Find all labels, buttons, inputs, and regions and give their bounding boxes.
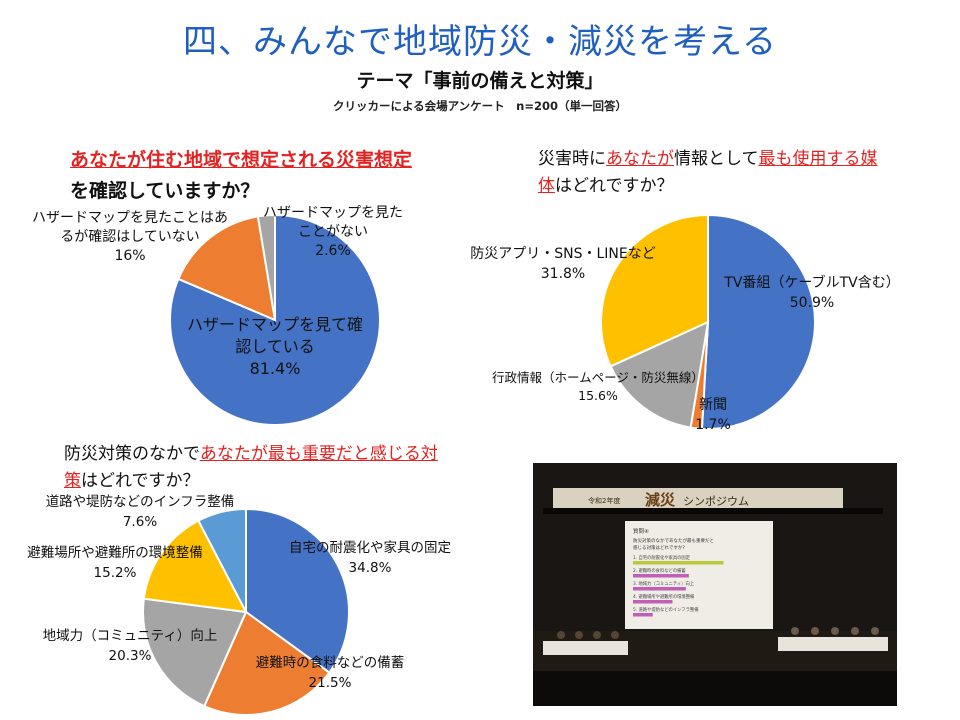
- screen-option-bar-3: [633, 587, 686, 591]
- screen-option-2: 2. 避難時の食料などの備蓄: [633, 567, 686, 574]
- question-3: 防災対策のなかであなたが最も重要だと感じる対策はどれですか？: [64, 441, 444, 495]
- pie-2-label-4: 防災アプリ・SNS・LINEなど 31.8%: [470, 246, 656, 282]
- pie-2-slice-3: [609, 320, 710, 429]
- pie-1-slice-2: [177, 215, 277, 322]
- screen-heading: 質問④: [633, 527, 649, 535]
- pie-chart-3: 自宅の耐震化や家具の固定 34.8% 避難時の食料などの備蓄 21.5% 地域力（コミュ…: [27, 494, 451, 716]
- pie-3-label-2: 避難時の食料などの備蓄 21.5%: [256, 654, 405, 691]
- pie-3-slice-3: [142, 597, 248, 708]
- screen-option-3: 3. 地域力（コミュニティ）向上: [633, 580, 695, 587]
- question-2-highlight-1: あなたが: [606, 149, 674, 169]
- question-3-pre: 防災対策のなかで: [64, 444, 200, 464]
- screen-question-1: 防災対策のなかであなたが最も重要だと: [633, 537, 714, 544]
- pie-3-slice-1: [245, 507, 350, 674]
- pie-2-label-3: 行政情報（ホームページ・防災無線） 15.6%: [492, 370, 704, 403]
- screen-option-bar-2: [633, 574, 689, 578]
- page-subtitle: テーマ「事前の備えと対策」: [356, 70, 604, 92]
- pie-3-slice-4: [142, 519, 248, 614]
- banner-main: 減災: [645, 491, 676, 509]
- screen-option-4: 4. 避難場所や避難所の環境整備: [633, 593, 695, 600]
- page-title: 四、みんなで地域防災・減災を考える: [183, 22, 777, 62]
- question-1-highlight: あなたが住む地域で想定される災害想定: [70, 149, 413, 171]
- screen-option-bar-5: [633, 613, 653, 617]
- screen-option-5: 5. 道路や堤防などのインフラ整備: [633, 606, 699, 613]
- pie-1-label-2: ハザードマップを見たことはあるが確認はしていない 16%: [32, 210, 228, 264]
- survey-note: クリッカーによる会場アンケート n=200（単一回答）: [332, 99, 628, 113]
- event-photo-image: 令和2年度 減災 シンポジウム 質問④ 防災対策のなかであなたが最も重要だと 感…: [533, 463, 897, 706]
- question-1: あなたが住む地域で想定される災害想定を確認していますか？: [70, 145, 430, 207]
- screen-options: 1. 自宅の耐震化や家具の固定 2. 避難時の食料などの備蓄 3. 地域力（コミュニ…: [633, 554, 724, 617]
- question-3-highlight-1: あなたが: [199, 444, 268, 464]
- question-2-highlight-2: 最も使用する媒体: [538, 149, 878, 196]
- screen-option-1: 1. 自宅の耐震化や家具の固定: [633, 554, 691, 561]
- left-table: [543, 641, 628, 655]
- question-2-post: はどれですか？: [555, 176, 674, 196]
- event-photo: 令和2年度 減災 シンポジウム 質問④ 防災対策のなかであなたが最も重要だと 感…: [533, 463, 897, 706]
- pie-chart-2: TV番組（ケーブルTV含む） 50.9% 新聞 1.7%行政情報（ホームページ・防災無…: [470, 213, 900, 433]
- pie-3-label-1: 自宅の耐震化や家具の固定 34.8%: [289, 539, 451, 576]
- pie-3-label-3: 地域力（コミュニティ）向上 20.3%: [43, 628, 218, 664]
- question-1-rest: を確認していますか？: [70, 180, 260, 202]
- pie-3-label-5: 道路や堤防などのインフラ整備 7.6%: [46, 494, 235, 530]
- screen-question-2: 感じる対策はどれですか？: [633, 544, 687, 551]
- question-3-highlight-2: 最も重要だと感じる対策: [64, 444, 438, 491]
- pie-1-label-1: ハザードマップを見て確認している 81.4%: [187, 315, 363, 378]
- pie-1-slice-3: [256, 213, 276, 321]
- banner-sub: シンポジウム: [683, 495, 749, 508]
- question-2: 災害時にあなたが情報として最も使用する媒体はどれですか？: [538, 146, 888, 200]
- pie-2-slice-4: [600, 213, 709, 368]
- screen-option-bar-1: [633, 561, 724, 565]
- question-2-mid: 情報として: [674, 149, 759, 169]
- pie-2-label-1: TV番組（ケーブルTV含む） 50.9%: [723, 274, 899, 311]
- pie-3-slice-5: [197, 507, 247, 613]
- banner-year: 令和2年度: [588, 496, 620, 505]
- question-2-pre: 災害時に: [538, 149, 606, 169]
- pie-2-label-2: 新聞 1.7%: [695, 397, 731, 433]
- pie-2-slice-1: [700, 213, 816, 430]
- question-3-post: はどれですか？: [81, 471, 200, 491]
- pie-1-label-3: ハザードマップを見たことがない 2.6%: [263, 205, 403, 259]
- banner: [553, 488, 843, 508]
- pie-1-slice-1: [169, 213, 381, 426]
- pie-3-label-4: 避難場所や避難所の環境整備 15.2%: [27, 545, 203, 581]
- screen-option-bar-4: [633, 600, 673, 604]
- pie-chart-1: ハザードマップを見て確認している 81.4% ハザードマップを見たことはあるが確認は…: [32, 205, 403, 426]
- right-table: [778, 637, 888, 651]
